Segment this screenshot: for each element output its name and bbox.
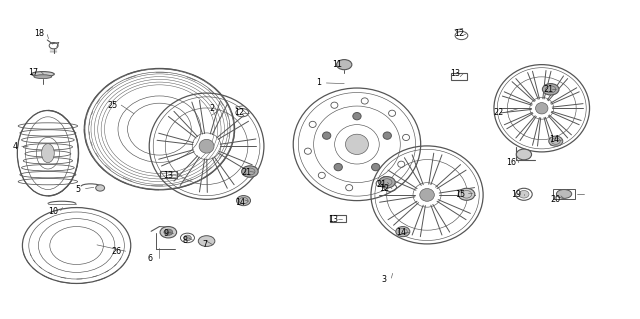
Bar bbox=[553, 189, 575, 199]
Ellipse shape bbox=[353, 113, 361, 120]
Text: 3: 3 bbox=[381, 275, 386, 284]
Ellipse shape bbox=[237, 196, 250, 206]
Ellipse shape bbox=[337, 60, 352, 70]
Text: 4: 4 bbox=[13, 142, 18, 151]
Text: 20: 20 bbox=[550, 195, 561, 204]
Text: 25: 25 bbox=[108, 101, 118, 110]
Text: 2: 2 bbox=[209, 104, 214, 113]
Ellipse shape bbox=[164, 229, 173, 235]
Ellipse shape bbox=[519, 190, 529, 198]
Text: 13: 13 bbox=[450, 69, 460, 78]
Ellipse shape bbox=[458, 188, 475, 200]
Text: 14: 14 bbox=[550, 135, 559, 145]
Text: 14: 14 bbox=[236, 198, 245, 207]
Text: 13: 13 bbox=[163, 171, 173, 181]
Text: 12: 12 bbox=[379, 184, 388, 193]
Ellipse shape bbox=[372, 163, 380, 171]
Text: 21: 21 bbox=[377, 180, 387, 189]
Text: 5: 5 bbox=[76, 185, 81, 194]
Text: 12: 12 bbox=[454, 29, 464, 38]
Ellipse shape bbox=[379, 177, 395, 188]
Bar bbox=[451, 73, 467, 80]
Text: 7: 7 bbox=[203, 241, 208, 249]
Text: 11: 11 bbox=[332, 60, 342, 69]
Ellipse shape bbox=[542, 84, 559, 95]
Ellipse shape bbox=[396, 226, 410, 237]
Text: 16: 16 bbox=[506, 158, 516, 167]
Text: 21: 21 bbox=[543, 85, 553, 94]
Text: 10: 10 bbox=[49, 207, 59, 216]
Text: 6: 6 bbox=[147, 254, 152, 263]
Text: 19: 19 bbox=[511, 190, 522, 199]
Ellipse shape bbox=[96, 185, 104, 191]
Ellipse shape bbox=[31, 71, 54, 77]
Ellipse shape bbox=[42, 144, 54, 163]
Ellipse shape bbox=[346, 134, 369, 154]
Text: 15: 15 bbox=[455, 190, 465, 199]
Text: 1: 1 bbox=[316, 78, 321, 87]
Text: 22: 22 bbox=[493, 108, 504, 116]
Text: 8: 8 bbox=[182, 236, 188, 245]
Bar bbox=[160, 171, 177, 178]
Text: 13: 13 bbox=[328, 215, 338, 224]
Ellipse shape bbox=[556, 189, 572, 198]
Ellipse shape bbox=[383, 132, 392, 139]
Bar bbox=[330, 215, 346, 222]
Ellipse shape bbox=[160, 226, 177, 238]
Ellipse shape bbox=[184, 235, 191, 241]
Text: 26: 26 bbox=[111, 247, 121, 256]
Ellipse shape bbox=[199, 139, 214, 153]
Ellipse shape bbox=[198, 236, 215, 247]
Text: 18: 18 bbox=[35, 28, 45, 38]
Ellipse shape bbox=[516, 149, 532, 160]
Ellipse shape bbox=[548, 136, 563, 146]
Ellipse shape bbox=[536, 103, 548, 114]
Text: 12: 12 bbox=[234, 108, 244, 117]
Text: 21: 21 bbox=[241, 168, 251, 177]
Text: 14: 14 bbox=[396, 228, 406, 237]
Text: 9: 9 bbox=[163, 229, 168, 238]
Ellipse shape bbox=[334, 163, 342, 171]
Ellipse shape bbox=[34, 75, 52, 78]
Ellipse shape bbox=[420, 189, 435, 201]
Text: 17: 17 bbox=[28, 68, 38, 77]
Ellipse shape bbox=[242, 166, 258, 177]
Ellipse shape bbox=[323, 132, 331, 139]
